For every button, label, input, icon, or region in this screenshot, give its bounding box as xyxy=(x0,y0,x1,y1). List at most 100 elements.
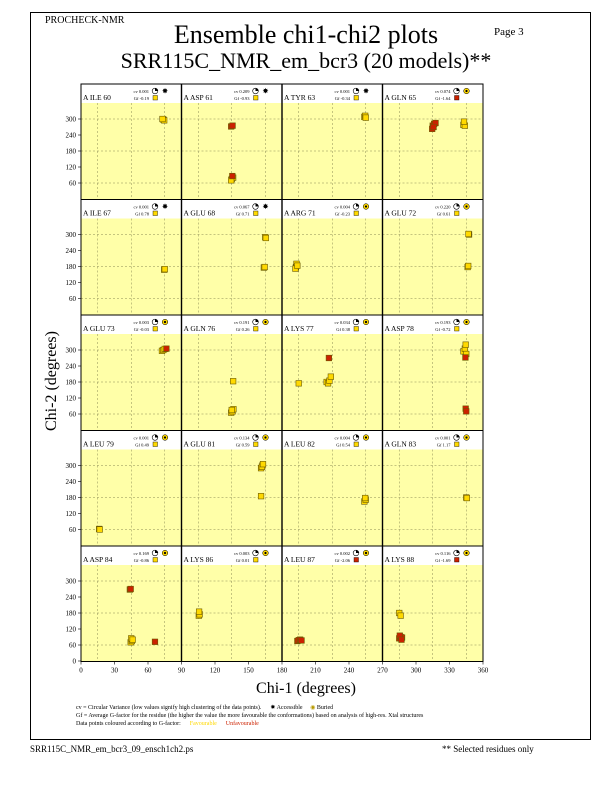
data-point xyxy=(159,115,166,123)
data-point xyxy=(430,123,437,131)
x-tick-label: 60 xyxy=(145,667,153,675)
panel-a-leu-87: A LEU 87 cv 0.002 Gf -2.06 xyxy=(282,549,383,661)
panel-gf-value: Gf -0.34 xyxy=(335,96,351,101)
x-tick-label: 300 xyxy=(411,667,422,675)
cv-sector-icon xyxy=(255,319,259,322)
x-axis-label: Chi-1 (degrees) xyxy=(256,680,356,697)
panel-cv-value: cv 0.220 xyxy=(435,205,451,210)
cv-sector-icon xyxy=(255,203,259,207)
legend-favourable: Favourable xyxy=(189,721,217,727)
panel-cv-value: cv 0.116 xyxy=(435,551,451,556)
y-tick-label: 240 xyxy=(66,363,77,371)
panel-residue-label: A GLU 68 xyxy=(184,209,216,218)
buried-icon-core xyxy=(364,320,368,324)
cv-sector-icon xyxy=(155,319,158,322)
page-subtitle: SRR115C_NMR_em_bcr3 (20 models)** xyxy=(120,48,492,73)
panel-cv-value: cv 0.003 xyxy=(234,551,250,556)
data-point xyxy=(129,636,136,643)
data-point xyxy=(327,373,334,380)
panel-a-glu-72: A GLU 72 cv 0.220 Gf 0.61 xyxy=(382,203,483,315)
panel-cv-value: cv 0.004 xyxy=(335,436,351,441)
gf-colour-swatch xyxy=(152,441,158,447)
panel-residue-label: A ILE 67 xyxy=(83,209,111,218)
gf-colour-swatch xyxy=(152,326,158,332)
y-tick-label: 120 xyxy=(66,279,77,287)
panel-gf-value: Gf 0.49 xyxy=(135,443,149,448)
y-tick-label: 120 xyxy=(66,626,77,634)
panel-residue-label: A ARG 71 xyxy=(284,209,316,218)
panel-a-gln-83: A GLN 83 cv 0.001 Gf 1.17 xyxy=(382,434,483,546)
buried-icon-core xyxy=(364,551,368,555)
panel-a-lys-88: A LYS 88 cv 0.116 Gf -1.69 xyxy=(382,549,483,661)
buried-icon-core xyxy=(163,551,167,555)
data-point xyxy=(230,378,237,385)
accessible-icon: ✸ xyxy=(262,87,269,96)
cv-sector-icon xyxy=(155,203,158,207)
cv-sector-icon xyxy=(155,88,158,91)
panel-residue-label: A GLN 65 xyxy=(385,93,417,102)
accessible-icon: ✸ xyxy=(363,87,370,96)
panel-residue-label: A LEU 87 xyxy=(284,555,315,564)
panel-a-glu-73: A GLU 73 cv 0.003 Gf -0.03 60 120 180 240 300 xyxy=(66,318,182,430)
panel-cv-value: cv 0.034 xyxy=(335,320,351,325)
data-point xyxy=(325,354,333,362)
legend-note-colour: Data points coloured according to G-fact… xyxy=(76,720,496,728)
panel-gf-value: Gf -1.69 xyxy=(435,558,451,563)
panel-cv-value: cv 0.004 xyxy=(335,205,351,210)
accessible-icon: ✸ xyxy=(162,87,169,96)
cv-sector-icon xyxy=(155,550,158,553)
gf-colour-swatch xyxy=(454,557,460,563)
data-point xyxy=(262,234,269,242)
y-tick-label: 240 xyxy=(66,594,77,602)
y-tick-label: 180 xyxy=(66,263,77,271)
panel-gf-value: Gf -0.19 xyxy=(134,96,150,101)
x-tick-label: 210 xyxy=(310,667,321,675)
y-tick-label: 240 xyxy=(66,478,77,486)
panel-a-ile-67: A ILE 67 cv 0.001 Gf 0.78 ✸ 60 120 180 240 300 xyxy=(66,202,182,315)
x-tick-label: 270 xyxy=(377,667,388,675)
legend-accessible: Accessible xyxy=(276,705,303,711)
y-tick-label: 300 xyxy=(66,347,77,355)
y-tick-label: 120 xyxy=(66,395,77,403)
y-axis-label: Chi-2 (degrees) xyxy=(43,331,60,431)
panel-residue-label: A GLU 73 xyxy=(83,324,115,333)
panel-gf-value: Gf -0.93 xyxy=(234,96,250,101)
y-tick-label: 240 xyxy=(66,247,77,255)
buried-icon-core xyxy=(264,436,267,439)
data-point xyxy=(463,408,470,415)
legend-unfavourable: Unfavourable xyxy=(225,721,259,727)
data-point xyxy=(362,114,369,121)
y-tick-label: 0 xyxy=(73,658,77,666)
gf-colour-swatch xyxy=(152,210,158,216)
cv-sector-icon xyxy=(456,203,460,207)
y-tick-label: 60 xyxy=(69,411,77,419)
data-point xyxy=(229,122,236,129)
data-point xyxy=(462,354,469,361)
y-tick-label: 180 xyxy=(66,379,77,387)
panel-gf-value: Gf -0.03 xyxy=(134,327,150,332)
panel-gf-value: Gf 0.61 xyxy=(437,212,451,217)
cv-sector-icon xyxy=(255,550,259,553)
panel-residue-label: A LYS 88 xyxy=(385,555,415,564)
panel-a-leu-79: A LEU 79 cv 0.001 Gf 0.49 60 120 180 240 300 xyxy=(66,434,182,546)
y-tick-label: 60 xyxy=(69,526,77,534)
data-point xyxy=(161,266,168,273)
gf-colour-swatch xyxy=(253,441,259,447)
panel-a-asp-78: A ASP 78 cv 0.193 Gf -0.72 xyxy=(382,318,483,430)
legend-note-cv-text: cv = Circular Variance (low values signi… xyxy=(76,705,262,711)
buried-icon-core xyxy=(465,551,468,555)
page-title: Ensemble chi1-chi2 plots xyxy=(173,20,439,49)
panel-a-asp-84: A ASP 84 cv 0.169 Gf -0.86 0 60 120 180 240 300 xyxy=(66,549,182,666)
legend-buried: Buried xyxy=(316,705,334,711)
panel-cv-value: cv 0.191 xyxy=(234,320,250,325)
page-number: Page 3 xyxy=(494,26,524,38)
panel-a-tyr-63: A TYR 63 cv 0.001 Gf -0.34 ✸ xyxy=(282,87,383,199)
panel-gf-value: Gf 0.59 xyxy=(236,443,250,448)
accessible-icon: ✸ xyxy=(262,202,269,211)
data-point xyxy=(397,612,404,619)
legend-note-cv: cv = Circular Variance (low values signi… xyxy=(76,704,496,712)
panel-a-gln-65: A GLN 65 cv 0.074 Gf -1.64 xyxy=(382,87,483,199)
legend-note-gf: Gf = Average G-factor for the residue (t… xyxy=(76,713,424,719)
data-point xyxy=(465,230,472,238)
program-name: PROCHECK-NMR xyxy=(45,15,125,26)
